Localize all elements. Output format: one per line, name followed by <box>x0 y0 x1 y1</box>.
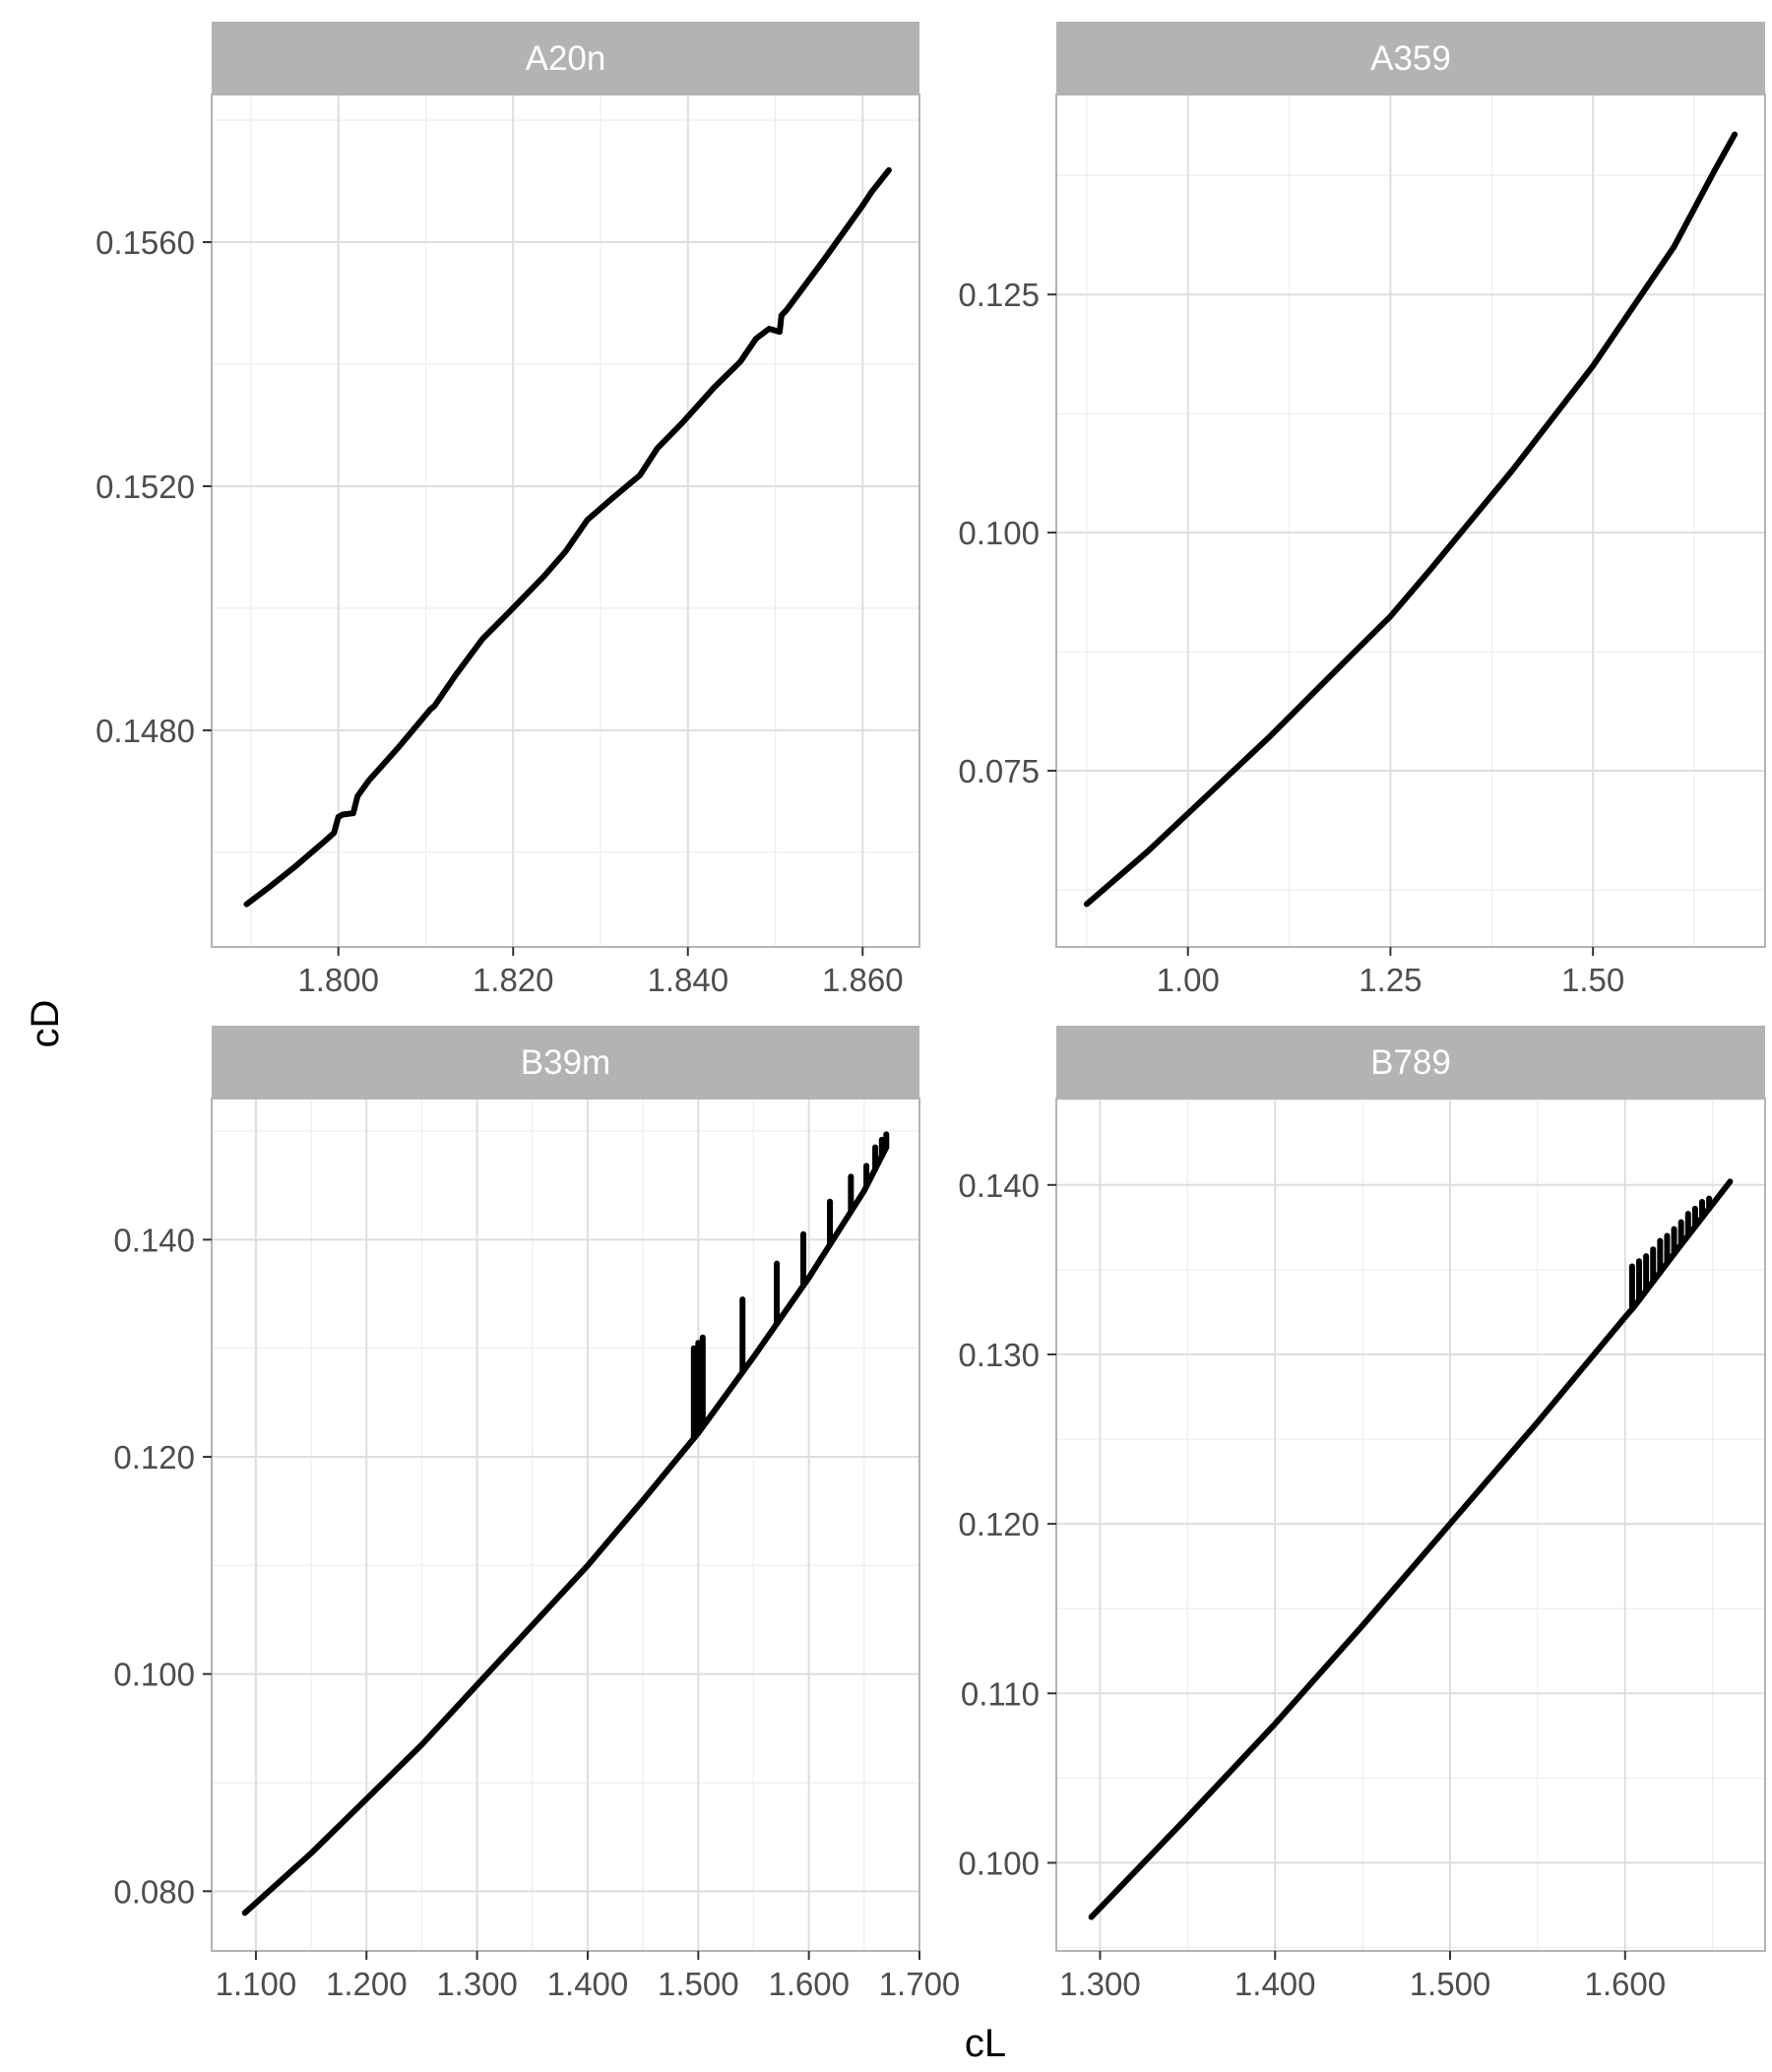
y-tick-label: 0.075 <box>958 753 1040 789</box>
x-tick-label: 1.800 <box>297 962 379 998</box>
x-tick-label: 1.400 <box>547 1966 629 2002</box>
y-tick-label: 0.120 <box>113 1439 195 1476</box>
x-tick-label: 1.200 <box>326 1966 408 2002</box>
x-tick-label: 1.25 <box>1359 962 1422 998</box>
panel-background <box>212 1099 919 1951</box>
x-tick-label: 1.300 <box>1059 1966 1141 2002</box>
x-tick-label: 1.860 <box>822 962 904 998</box>
facet-panel-1: A359 1.00 1.25 1.50 0.075 0.100 0.125 <box>958 22 1766 998</box>
y-tick-label: 0.1560 <box>95 224 195 261</box>
x-tick-label: 1.100 <box>216 1966 297 2002</box>
y-tick-label: 0.110 <box>961 1675 1040 1712</box>
x-tick-label: 1.300 <box>436 1966 518 2002</box>
x-tick-label: 1.700 <box>879 1966 961 2002</box>
y-tick-label: 0.100 <box>958 515 1040 551</box>
facet-panel-0: A20n 1.800 1.820 1.840 1.860 0.1480 0.1520 0.15… <box>95 22 920 998</box>
y-tick-label: 0.125 <box>958 277 1040 313</box>
y-tick-label: 0.100 <box>958 1845 1040 1881</box>
x-tick-label: 1.500 <box>1410 1966 1491 2002</box>
facet-strip <box>1056 1026 1765 1099</box>
facet-panel-2: B39m 1.100 1.200 1.300 1.400 1.500 1.600 1.700 0… <box>113 1026 960 2002</box>
x-tick-label: 1.500 <box>658 1966 739 2002</box>
series-line <box>241 1144 890 1916</box>
x-tick-label: 1.50 <box>1561 962 1624 998</box>
y-tick-label: 0.120 <box>958 1506 1040 1542</box>
facet-strip-label: B789 <box>1370 1043 1451 1082</box>
x-tick-label: 1.840 <box>647 962 728 998</box>
y-tick-label: 0.140 <box>958 1167 1040 1204</box>
x-tick-label: 1.00 <box>1157 962 1220 998</box>
y-tick-label: 0.140 <box>113 1222 195 1258</box>
facet-strip-label: B39m <box>521 1043 610 1082</box>
facet-strip <box>212 22 919 94</box>
y-tick-label: 0.130 <box>958 1337 1040 1373</box>
y-tick-label: 0.1480 <box>95 713 195 749</box>
panel-background <box>212 94 919 947</box>
y-tick-label: 0.1520 <box>95 469 195 505</box>
facet-panel-3: B789 1.300 1.400 1.500 1.600 0.100 0.110 0.120 0… <box>958 1026 1766 2002</box>
facet-strip <box>1056 22 1765 94</box>
x-axis-title: cL <box>965 2022 1006 2065</box>
x-tick-label: 1.400 <box>1234 1966 1316 2002</box>
series-line <box>1083 131 1739 908</box>
x-tick-label: 1.820 <box>473 962 554 998</box>
y-axis-title: cD <box>24 1000 67 1048</box>
facet-strip-label: A20n <box>526 39 606 78</box>
y-tick-label: 0.100 <box>113 1657 195 1693</box>
x-tick-label: 1.600 <box>1584 1966 1666 2002</box>
panel-background <box>1056 94 1765 947</box>
y-tick-label: 0.080 <box>113 1873 195 1910</box>
series-line <box>243 166 892 908</box>
x-tick-label: 1.600 <box>768 1966 850 2002</box>
facet-strip-label: A359 <box>1370 39 1451 78</box>
facet-strip <box>212 1026 919 1099</box>
